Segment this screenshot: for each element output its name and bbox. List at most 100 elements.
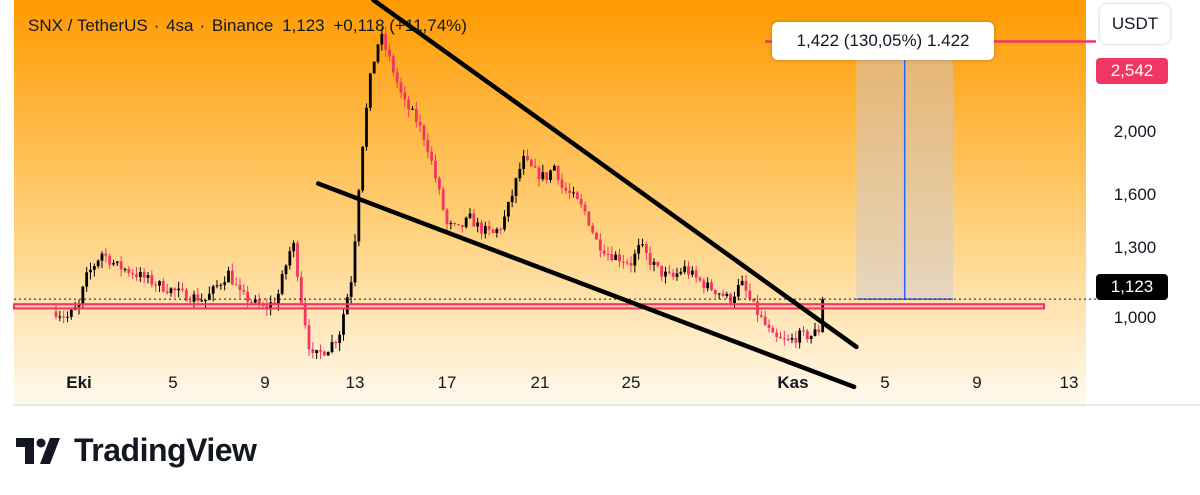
candle-body: [257, 299, 261, 305]
candle-body: [62, 316, 66, 318]
candle-body: [223, 282, 227, 285]
candle-body: [173, 288, 177, 291]
candle-body: [445, 209, 449, 225]
candle-body: [411, 108, 414, 110]
candle-body: [683, 266, 687, 272]
candle-body: [510, 195, 514, 202]
candle-body: [138, 272, 142, 278]
candle-body: [418, 122, 422, 126]
candle-body: [414, 108, 418, 123]
candle-body: [644, 244, 648, 254]
candle-body: [376, 44, 380, 62]
candle-body: [702, 280, 706, 289]
candle-body: [572, 192, 575, 194]
candle-body: [349, 282, 353, 298]
candle-body: [69, 309, 73, 317]
candle-body: [368, 73, 372, 108]
candle-body: [334, 342, 338, 344]
drawing-overlays: [13, 0, 1200, 406]
x-tick-9-nov: 9: [972, 373, 982, 392]
currency-button[interactable]: USDT: [1100, 4, 1170, 44]
candle-body: [357, 190, 361, 242]
candle-body: [549, 170, 552, 181]
candle-body: [468, 213, 472, 218]
x-tick-13: 13: [345, 373, 365, 392]
candle-body: [625, 262, 629, 264]
candle-body: [384, 33, 388, 50]
candle-body: [192, 294, 196, 302]
candle-body: [457, 223, 460, 225]
candle-body: [464, 217, 468, 227]
candle-body: [238, 284, 242, 291]
tradingview-mark-icon: [16, 437, 60, 464]
candle-body: [499, 229, 503, 231]
wedge-lower-trendline: [315, 181, 857, 390]
candle-body: [96, 260, 100, 267]
candle-body: [725, 293, 729, 296]
chart-area[interactable]: SNX / TetherUS · 4sa · Binance 1,123 +0,11…: [0, 0, 1200, 410]
x-tick-25: 25: [621, 373, 641, 392]
tradingview-logo: TradingView: [16, 432, 257, 469]
candle-body: [246, 291, 250, 302]
candle-body: [127, 268, 131, 274]
measure-tooltip: 1,422 (130,05%) 1.422: [772, 22, 994, 60]
candle-body: [288, 251, 292, 266]
candle-body: [211, 286, 215, 294]
candle-body: [575, 192, 579, 199]
candle-body: [533, 166, 537, 168]
candle-body: [606, 253, 610, 255]
candle-body: [476, 222, 480, 227]
candle-body: [441, 189, 445, 210]
candle-body: [108, 255, 112, 265]
candle-body: [380, 33, 384, 45]
candle-body: [204, 300, 207, 302]
x-tick-13-nov: 13: [1059, 373, 1079, 392]
candle-body: [115, 261, 119, 264]
candle-body: [598, 239, 602, 251]
candle-body: [591, 225, 595, 233]
exchange-label: Binance: [211, 16, 274, 35]
candle-body: [821, 299, 825, 333]
candle-body: [514, 178, 518, 196]
candle-body: [261, 304, 265, 307]
candle-body: [269, 302, 273, 309]
candle-body: [721, 293, 725, 296]
candle-body: [529, 159, 533, 167]
candle-body: [472, 213, 476, 227]
candle-body: [372, 61, 376, 74]
candle-body: [545, 172, 549, 181]
candle-body: [365, 107, 368, 147]
candle-body: [403, 92, 407, 100]
candle-body: [215, 285, 219, 287]
candle-body: [85, 272, 89, 287]
candle-body: [196, 294, 200, 301]
candle-body: [556, 165, 560, 180]
candle-body: [794, 338, 798, 343]
support-zone: [13, 303, 1045, 310]
candle-body: [449, 223, 453, 225]
x-tick-eki: Eki: [66, 373, 92, 392]
candle-body: [568, 190, 572, 193]
candle-body: [292, 243, 296, 252]
candle-body: [614, 254, 618, 260]
candle-body: [250, 301, 253, 303]
candle-body: [207, 293, 211, 301]
candle-body: [587, 211, 591, 226]
candle-body: [694, 270, 698, 278]
candle-body: [752, 298, 756, 302]
candle-body: [541, 172, 545, 180]
candle-body: [487, 226, 491, 230]
candle-body: [736, 284, 740, 297]
candle-body: [522, 156, 526, 169]
price-chart[interactable]: [0, 0, 1200, 410]
candle-body: [671, 272, 675, 277]
candle-body: [506, 201, 510, 217]
target-price-tag: 2,542: [1096, 58, 1168, 84]
candle-body: [460, 224, 464, 227]
candle-body: [361, 146, 365, 191]
candle-body: [526, 156, 529, 160]
candle-body: [123, 268, 127, 270]
symbol-header: SNX / TetherUS · 4sa · Binance 1,123 +0,11…: [28, 16, 467, 35]
candle-body: [338, 334, 342, 344]
y-tick-1300: 1,300: [1113, 238, 1157, 257]
